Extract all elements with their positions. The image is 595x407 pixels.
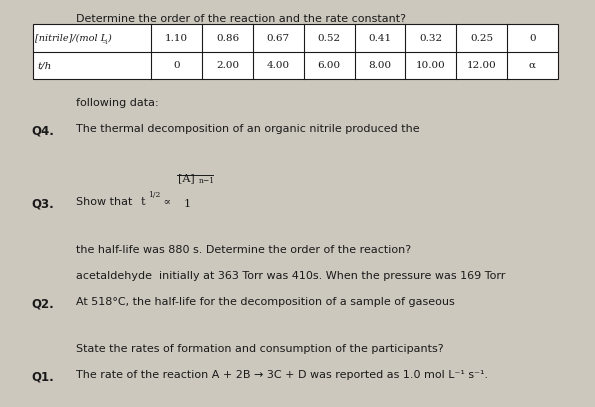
Text: 0.67: 0.67 bbox=[267, 34, 290, 43]
Text: 0.25: 0.25 bbox=[470, 34, 493, 43]
Text: 1.10: 1.10 bbox=[165, 34, 188, 43]
Text: State the rates of formation and consumption of the participants?: State the rates of formation and consump… bbox=[76, 344, 444, 354]
Text: t/h: t/h bbox=[37, 61, 52, 70]
Text: α: α bbox=[529, 61, 536, 70]
Text: t: t bbox=[141, 197, 146, 208]
Text: n−1: n−1 bbox=[199, 177, 215, 185]
Text: Q1.: Q1. bbox=[31, 370, 54, 383]
Bar bbox=[33, 24, 558, 79]
Text: Q2.: Q2. bbox=[31, 297, 54, 310]
Text: ∝: ∝ bbox=[159, 197, 171, 208]
Text: 0.32: 0.32 bbox=[419, 34, 442, 43]
Text: 0.52: 0.52 bbox=[318, 34, 341, 43]
Text: The thermal decomposition of an organic nitrile produced the: The thermal decomposition of an organic … bbox=[76, 124, 420, 134]
Text: 8.00: 8.00 bbox=[368, 61, 392, 70]
Text: 0: 0 bbox=[529, 34, 536, 43]
Text: 1: 1 bbox=[183, 199, 190, 210]
Text: 12.00: 12.00 bbox=[466, 61, 496, 70]
Text: 10.00: 10.00 bbox=[416, 61, 446, 70]
Text: 0: 0 bbox=[173, 61, 180, 70]
Text: At 518°C, the half-life for the decomposition of a sample of gaseous: At 518°C, the half-life for the decompos… bbox=[76, 297, 455, 307]
Text: Q4.: Q4. bbox=[31, 124, 54, 137]
Text: 0.86: 0.86 bbox=[216, 34, 239, 43]
Text: The rate of the reaction A + 2B → 3C + D was reported as 1.0 mol L⁻¹ s⁻¹.: The rate of the reaction A + 2B → 3C + D… bbox=[76, 370, 488, 381]
Text: 0.41: 0.41 bbox=[368, 34, 392, 43]
Text: ): ) bbox=[107, 34, 111, 43]
Text: 6.00: 6.00 bbox=[318, 61, 341, 70]
Text: Determine the order of the reaction and the rate constant?: Determine the order of the reaction and … bbox=[76, 14, 406, 24]
Text: 2.00: 2.00 bbox=[216, 61, 239, 70]
Text: Q3.: Q3. bbox=[31, 197, 54, 210]
Text: 4.00: 4.00 bbox=[267, 61, 290, 70]
Text: [A]: [A] bbox=[178, 173, 195, 183]
Text: the half-life was 880 s. Determine the order of the reaction?: the half-life was 880 s. Determine the o… bbox=[76, 245, 411, 255]
Text: 1/2: 1/2 bbox=[148, 191, 160, 199]
Text: [nitrile]/(mol L: [nitrile]/(mol L bbox=[35, 34, 107, 43]
Text: ⁻¹: ⁻¹ bbox=[102, 42, 109, 50]
Text: following data:: following data: bbox=[76, 98, 159, 108]
Text: Show that: Show that bbox=[76, 197, 136, 208]
Text: acetaldehyde  initially at 363 Torr was 410s. When the pressure was 169 Torr: acetaldehyde initially at 363 Torr was 4… bbox=[76, 271, 506, 281]
